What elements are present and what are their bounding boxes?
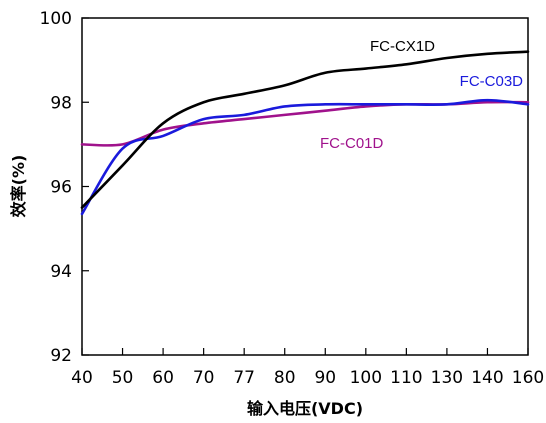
x-tick-label: 140 <box>471 368 503 388</box>
x-axis-ticks: 40 50 60 70 77 80 90 100 110 130 140 160 <box>71 348 544 388</box>
x-tick-label: 160 <box>512 368 544 388</box>
series-line-fc-c03d <box>80 98 530 216</box>
x-tick-label: 100 <box>350 368 382 388</box>
y-tick-label: 98 <box>50 93 72 113</box>
series-label-fc-c03d: FC-C03D <box>460 73 524 90</box>
x-tick-label: 77 <box>233 368 255 388</box>
x-tick-label: 90 <box>314 368 336 388</box>
series-label-fc-c01d: FC-C01D <box>320 135 384 152</box>
x-tick-label: 130 <box>431 368 463 388</box>
y-tick-label: 92 <box>50 346 72 366</box>
x-tick-label: 50 <box>112 368 134 388</box>
x-axis-title: 输入电压(VDC) <box>247 399 363 418</box>
x-tick-label: 70 <box>193 368 215 388</box>
y-axis-ticks: 92 94 96 98 100 <box>40 9 89 366</box>
series-labels: FC-CX1D FC-C03D FC-C01D <box>320 38 523 152</box>
y-axis-title: 效率(%) <box>9 155 28 218</box>
x-tick-label: 110 <box>390 368 422 388</box>
y-tick-label: 100 <box>40 9 72 29</box>
y-tick-label: 94 <box>50 262 72 282</box>
series-label-fc-cx1d: FC-CX1D <box>370 38 435 55</box>
x-tick-label: 60 <box>152 368 174 388</box>
x-tick-label: 80 <box>274 368 296 388</box>
plot-area <box>81 17 529 356</box>
y-tick-label: 96 <box>50 178 72 198</box>
series-lines <box>80 50 530 216</box>
series-line-fc-cx1d <box>80 50 530 209</box>
x-tick-label: 40 <box>71 368 93 388</box>
